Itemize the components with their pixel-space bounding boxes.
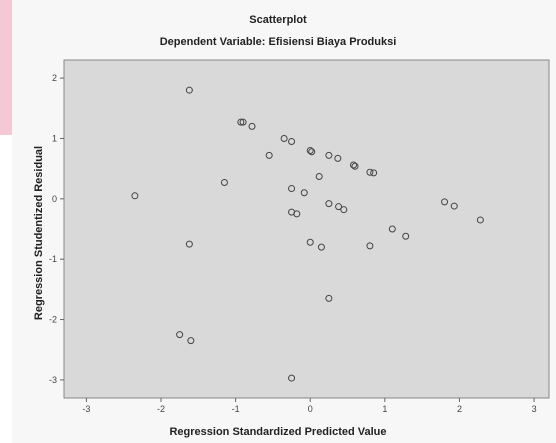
data-point: [288, 137, 296, 145]
data-point: [185, 240, 193, 248]
data-point: [325, 151, 333, 159]
y-tick-label: 2: [52, 73, 57, 83]
x-axis: -3 -2 -1 0 1 2 3: [82, 398, 537, 414]
y-tick-label: 1: [52, 133, 57, 143]
data-point: [220, 179, 228, 187]
x-tick-label: 3: [532, 404, 537, 414]
data-point: [308, 148, 316, 156]
data-point: [176, 331, 184, 339]
y-tick-label: -3: [49, 375, 57, 385]
data-point: [340, 206, 348, 214]
plot-area: [63, 59, 550, 399]
data-point: [366, 168, 374, 176]
y-axis-label: Regression Studentized Residual: [33, 145, 45, 321]
y-tick-label: -1: [49, 254, 57, 264]
x-tick-label: -3: [82, 404, 90, 414]
data-point: [325, 294, 333, 302]
data-point: [300, 189, 308, 197]
x-axis-label: Regression Standardized Predicted Value: [169, 426, 387, 438]
data-point: [317, 243, 325, 251]
chart-title: Scatterplot: [249, 14, 307, 26]
data-point: [388, 225, 396, 233]
data-point: [370, 169, 378, 177]
data-point: [131, 192, 139, 200]
data-point: [185, 86, 193, 94]
data-point: [280, 134, 288, 142]
data-point: [293, 210, 301, 218]
data-point: [334, 154, 342, 162]
x-tick-label: -1: [232, 404, 240, 414]
y-tick-label: -2: [49, 315, 57, 325]
x-tick-label: 0: [308, 404, 313, 414]
data-points: [131, 86, 484, 382]
data-point: [248, 122, 256, 130]
x-tick-label: 1: [382, 404, 387, 414]
data-point: [315, 172, 323, 180]
data-point: [306, 147, 314, 155]
chart-subtitle: Dependent Variable: Efisiensi Biaya Prod…: [159, 36, 397, 48]
y-axis: -3 -2 -1 0 1 2: [49, 73, 64, 385]
data-point: [265, 151, 273, 159]
x-tick-label: -2: [157, 404, 165, 414]
data-point: [239, 118, 247, 126]
data-point: [450, 202, 458, 210]
data-point: [288, 185, 296, 193]
data-point: [288, 374, 296, 382]
data-point: [476, 216, 484, 224]
data-point: [335, 203, 343, 211]
x-tick-label: 2: [457, 404, 462, 414]
data-point: [187, 337, 195, 345]
data-point: [366, 242, 374, 250]
data-point: [325, 200, 333, 208]
data-point: [402, 232, 410, 240]
data-point: [306, 238, 314, 246]
data-point: [441, 198, 449, 206]
data-point: [351, 162, 359, 170]
data-point: [237, 118, 245, 126]
data-point: [350, 161, 358, 169]
y-tick-label: 0: [52, 194, 57, 204]
background-margin: [0, 135, 12, 443]
